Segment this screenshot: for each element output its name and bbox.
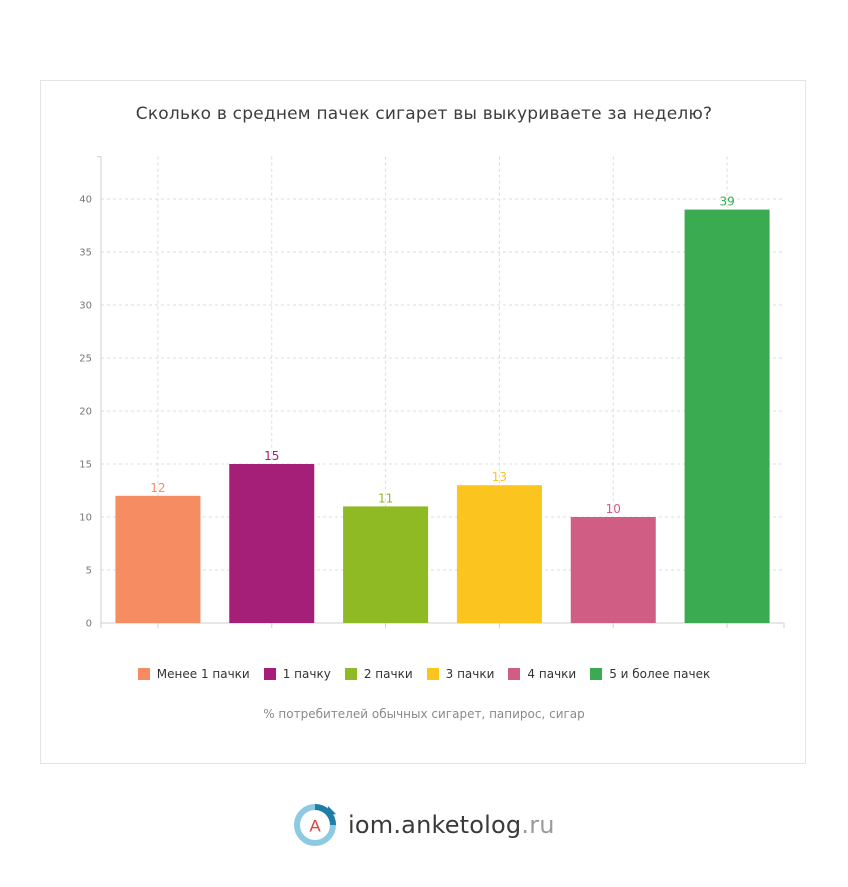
legend-label: 2 пачки xyxy=(363,667,413,681)
legend-swatch xyxy=(590,668,603,680)
brand-logo[interactable]: A iom.anketolog.ru xyxy=(292,802,555,848)
bar xyxy=(456,485,542,623)
bar xyxy=(115,495,201,623)
brand-name: iom.anketolog.ru xyxy=(348,811,555,839)
y-tick-label: 20 xyxy=(79,407,92,418)
y-tick-label: 5 xyxy=(86,566,92,577)
chart-legend: Менее 1 пачки 1 пачку 2 пачки 3 пачки 4 пачк… xyxy=(0,667,848,681)
brand-tld: .ru xyxy=(521,811,555,839)
legend-item[interactable]: 1 пачку xyxy=(263,667,331,681)
legend-swatch xyxy=(263,668,276,680)
legend-label: Менее 1 пачки xyxy=(156,667,250,681)
legend-swatch xyxy=(426,668,439,680)
bar-chart: 0 5 10 15 20 25 30 35 40 12 15 11 13 10 39 xyxy=(79,156,785,630)
chart-title: Сколько в среднем пачек сигарет вы выкур… xyxy=(135,104,713,124)
legend-item[interactable]: 5 и более пачек xyxy=(590,667,710,681)
anketolog-logo-icon: A xyxy=(294,804,336,846)
logo-letter: A xyxy=(309,817,321,836)
legend-item[interactable]: 3 пачки xyxy=(426,667,495,681)
bar-value-label: 12 xyxy=(150,481,165,495)
bar-value-label: 11 xyxy=(378,491,393,505)
chart-caption: % потребителей обычных сигарет, папирос,… xyxy=(263,707,585,721)
chart-card xyxy=(40,80,806,764)
legend-swatch xyxy=(344,668,357,680)
y-tick-label: 15 xyxy=(79,460,92,471)
bar xyxy=(570,517,656,623)
legend-label: 3 пачки xyxy=(445,667,495,681)
y-tick-label: 25 xyxy=(79,354,92,365)
y-tick-label: 0 xyxy=(86,619,92,630)
bar xyxy=(684,209,770,623)
legend-item[interactable]: Менее 1 пачки xyxy=(137,667,250,681)
legend-swatch xyxy=(508,668,521,680)
bar-value-label: 10 xyxy=(606,502,621,516)
bar xyxy=(229,464,315,623)
y-tick-label: 35 xyxy=(79,248,92,259)
legend-label: 4 пачки xyxy=(527,667,577,681)
legend-item[interactable]: 2 пачки xyxy=(344,667,413,681)
y-tick-label: 40 xyxy=(79,195,92,206)
bar xyxy=(343,506,429,623)
brand-domain: iom.anketolog xyxy=(348,811,522,839)
legend-label: 5 и более пачек xyxy=(609,667,711,681)
bar-value-label: 39 xyxy=(719,195,734,209)
y-tick-label: 10 xyxy=(79,513,92,524)
legend-item[interactable]: 4 пачки xyxy=(508,667,576,681)
legend-swatch xyxy=(137,668,150,680)
bar-value-label: 15 xyxy=(264,449,279,463)
bar-value-label: 13 xyxy=(492,470,507,484)
y-tick-label: 30 xyxy=(79,301,92,312)
legend-label: 1 пачку xyxy=(282,667,331,681)
